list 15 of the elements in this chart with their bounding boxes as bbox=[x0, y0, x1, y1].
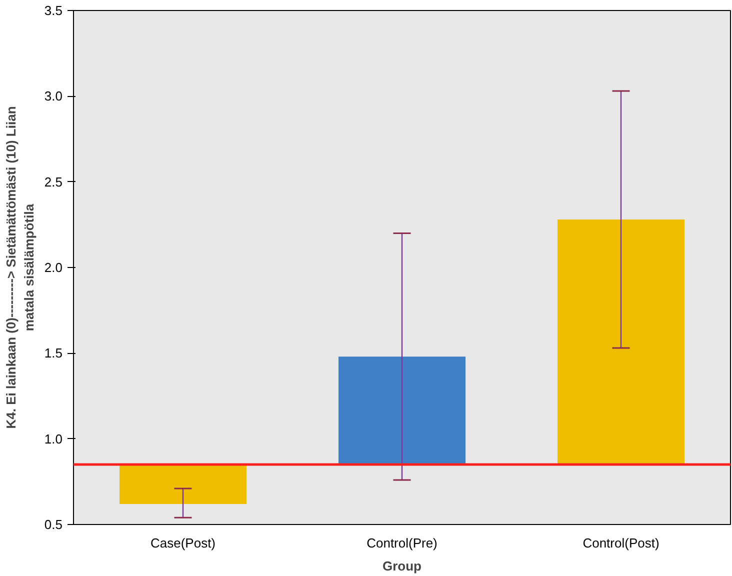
y-tick-label: 2.0 bbox=[44, 260, 63, 275]
y-tick-label: 0.5 bbox=[44, 517, 63, 532]
x-tick-label: Case(Post) bbox=[150, 536, 216, 550]
y-tick-label: 2.5 bbox=[44, 174, 63, 190]
x-tick-label: Control(Post) bbox=[582, 536, 660, 550]
bar bbox=[557, 220, 685, 465]
bar bbox=[338, 356, 466, 465]
y-tick-label: 1.5 bbox=[44, 346, 63, 361]
y-axis-title: K4. Ei lainkaan (0)---------> Sietämättömästi (10) Liian matala sisälämpötila bbox=[3, 106, 36, 429]
x-tick-label: Control(Pre) bbox=[366, 536, 438, 550]
bar bbox=[119, 464, 247, 504]
x-axis-title: Group bbox=[382, 558, 422, 574]
y-tick-label: 1.0 bbox=[44, 431, 63, 446]
y-tick-label: 3.5 bbox=[44, 3, 63, 18]
y-tick-label: 3.0 bbox=[44, 88, 63, 104]
